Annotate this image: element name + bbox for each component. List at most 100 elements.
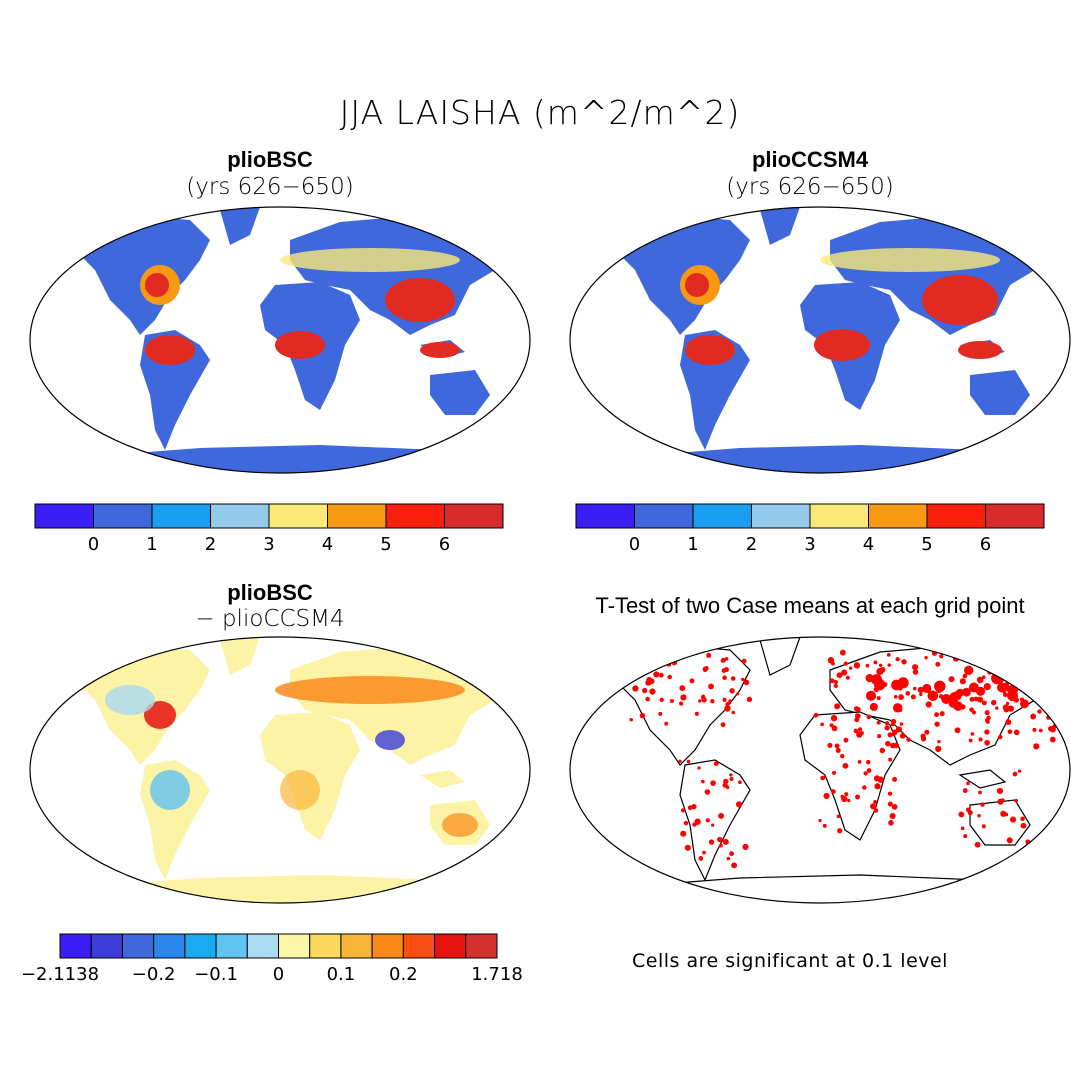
significant-cell: [969, 707, 974, 712]
significant-cell: [698, 856, 704, 861]
significant-cell: [899, 732, 906, 739]
significant-cell: [662, 643, 668, 649]
significant-cell: [830, 715, 838, 722]
significant-cell: [876, 720, 881, 725]
significant-cell: [924, 729, 930, 735]
significant-cell: [976, 686, 986, 696]
colorbar-box: [210, 503, 270, 529]
significant-cell: [995, 706, 999, 710]
significant-cell: [724, 656, 729, 661]
significant-cell: [892, 776, 898, 782]
significant-cell: [1035, 691, 1041, 697]
significant-cell: [831, 725, 838, 732]
significant-cell: [829, 678, 835, 684]
colorbar-box: [465, 933, 498, 959]
significant-cell: [843, 661, 848, 666]
significant-cell: [922, 683, 932, 693]
significant-cell: [647, 658, 654, 665]
colorbar-difference: −2.1138 −0.2 −0.1 0 0.1 0.2 1.718: [21, 933, 523, 985]
colorbar-tick-label: 6: [439, 534, 450, 555]
significant-cell: [721, 668, 727, 673]
significant-cell: [986, 715, 991, 721]
significant-cell: [910, 694, 916, 700]
colorbar-box: [34, 503, 94, 529]
significant-cell: [741, 677, 745, 682]
significant-cell: [857, 727, 863, 732]
significant-cell: [862, 785, 867, 790]
significant-cell: [698, 699, 702, 703]
significant-cell: [1034, 648, 1042, 655]
significant-cell: [887, 791, 893, 796]
significant-cell: [857, 760, 862, 764]
significant-cell: [679, 685, 686, 692]
significant-cell: [704, 789, 711, 795]
significant-cell: [736, 692, 740, 696]
significant-cell: [948, 676, 955, 683]
colorbar-box: [153, 933, 186, 959]
significant-cell: [701, 697, 707, 703]
significant-cell: [680, 694, 687, 701]
significant-cell: [847, 798, 851, 803]
significant-cell: [890, 742, 896, 749]
significant-cell: [731, 710, 736, 715]
significant-cell: [925, 701, 932, 708]
significant-cell: [738, 780, 742, 785]
significant-cell: [649, 688, 656, 695]
significant-cell: [1012, 771, 1018, 777]
colorbar-tick-label: 2: [205, 534, 216, 555]
significant-cell: [935, 661, 941, 667]
significant-cell: [836, 672, 843, 679]
panel2-subtitle: (yrs 626−650): [726, 174, 894, 200]
significant-cell: [686, 759, 691, 764]
colorbar-box: [434, 933, 467, 959]
significant-cell: [722, 782, 728, 788]
significance-note: Cells are significant at 0.1 level: [632, 950, 948, 972]
colorbar-box: [868, 503, 928, 529]
significant-cell: [1001, 651, 1005, 655]
significant-cell: [984, 710, 990, 716]
significant-cell: [632, 652, 639, 658]
colorbar-box: [268, 503, 328, 529]
significant-cell: [639, 712, 646, 719]
significant-cell: [722, 697, 727, 702]
significant-cell: [1014, 798, 1019, 803]
colorbar-tick-label: 3: [804, 534, 815, 555]
significant-cell: [997, 682, 1007, 693]
significant-cell: [962, 673, 968, 679]
significant-cell: [878, 663, 883, 668]
figure-title: JJA LAISHA (m^2/m^2): [339, 93, 741, 132]
significant-cell: [659, 697, 664, 702]
significant-cell: [891, 679, 902, 691]
significant-cell: [724, 705, 731, 712]
colorbar-tick-label: 2: [746, 534, 757, 555]
significant-cell: [873, 808, 879, 813]
significant-cell: [959, 678, 966, 685]
significant-cell: [884, 721, 890, 726]
colorbar-box: [90, 933, 123, 959]
significant-cell: [898, 694, 904, 701]
significant-cell: [865, 759, 871, 765]
significant-cell: [963, 834, 968, 839]
significant-cell: [691, 803, 697, 810]
significant-cell: [708, 839, 715, 845]
significant-cell: [876, 696, 881, 701]
significant-cell: [977, 814, 981, 818]
significant-cell: [831, 789, 836, 794]
colorbar-tick-label: 0.2: [389, 964, 418, 985]
significant-cell: [729, 851, 734, 857]
panel1-title: plioBSC: [227, 147, 313, 172]
significant-cell: [874, 783, 881, 790]
significant-cell: [687, 805, 693, 811]
significant-cell: [856, 731, 863, 738]
significant-cell: [842, 762, 849, 769]
significant-cell: [934, 721, 940, 727]
significant-cell: [888, 820, 894, 826]
significant-cell: [869, 702, 878, 712]
significant-cell: [713, 761, 719, 767]
significant-cell: [711, 823, 715, 827]
significant-cell: [937, 739, 941, 744]
significant-cell: [1000, 810, 1007, 817]
map-panel-pliobsc: [29, 206, 531, 474]
significant-cell: [984, 729, 990, 735]
